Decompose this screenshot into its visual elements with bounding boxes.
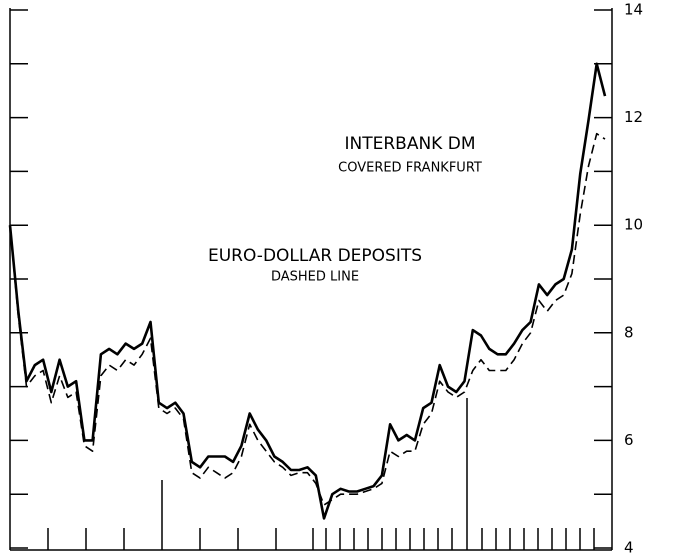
y-tick-label: 6 (624, 431, 634, 449)
y-tick-label: 10 (624, 216, 643, 234)
annotation: COVERED FRANKFURT (338, 161, 482, 176)
y-tick-label: 12 (624, 108, 643, 126)
annotation: INTERBANK DM (345, 134, 476, 154)
y-tick-label: 4 (624, 539, 634, 555)
line-series (8, 62, 607, 520)
line-series (9, 132, 606, 506)
annotation: DASHED LINE (271, 270, 359, 285)
annotation: EURO-DOLLAR DEPOSITS (208, 246, 422, 266)
y-tick-label: 8 (624, 323, 634, 341)
y-tick-label: 14 (624, 1, 643, 19)
